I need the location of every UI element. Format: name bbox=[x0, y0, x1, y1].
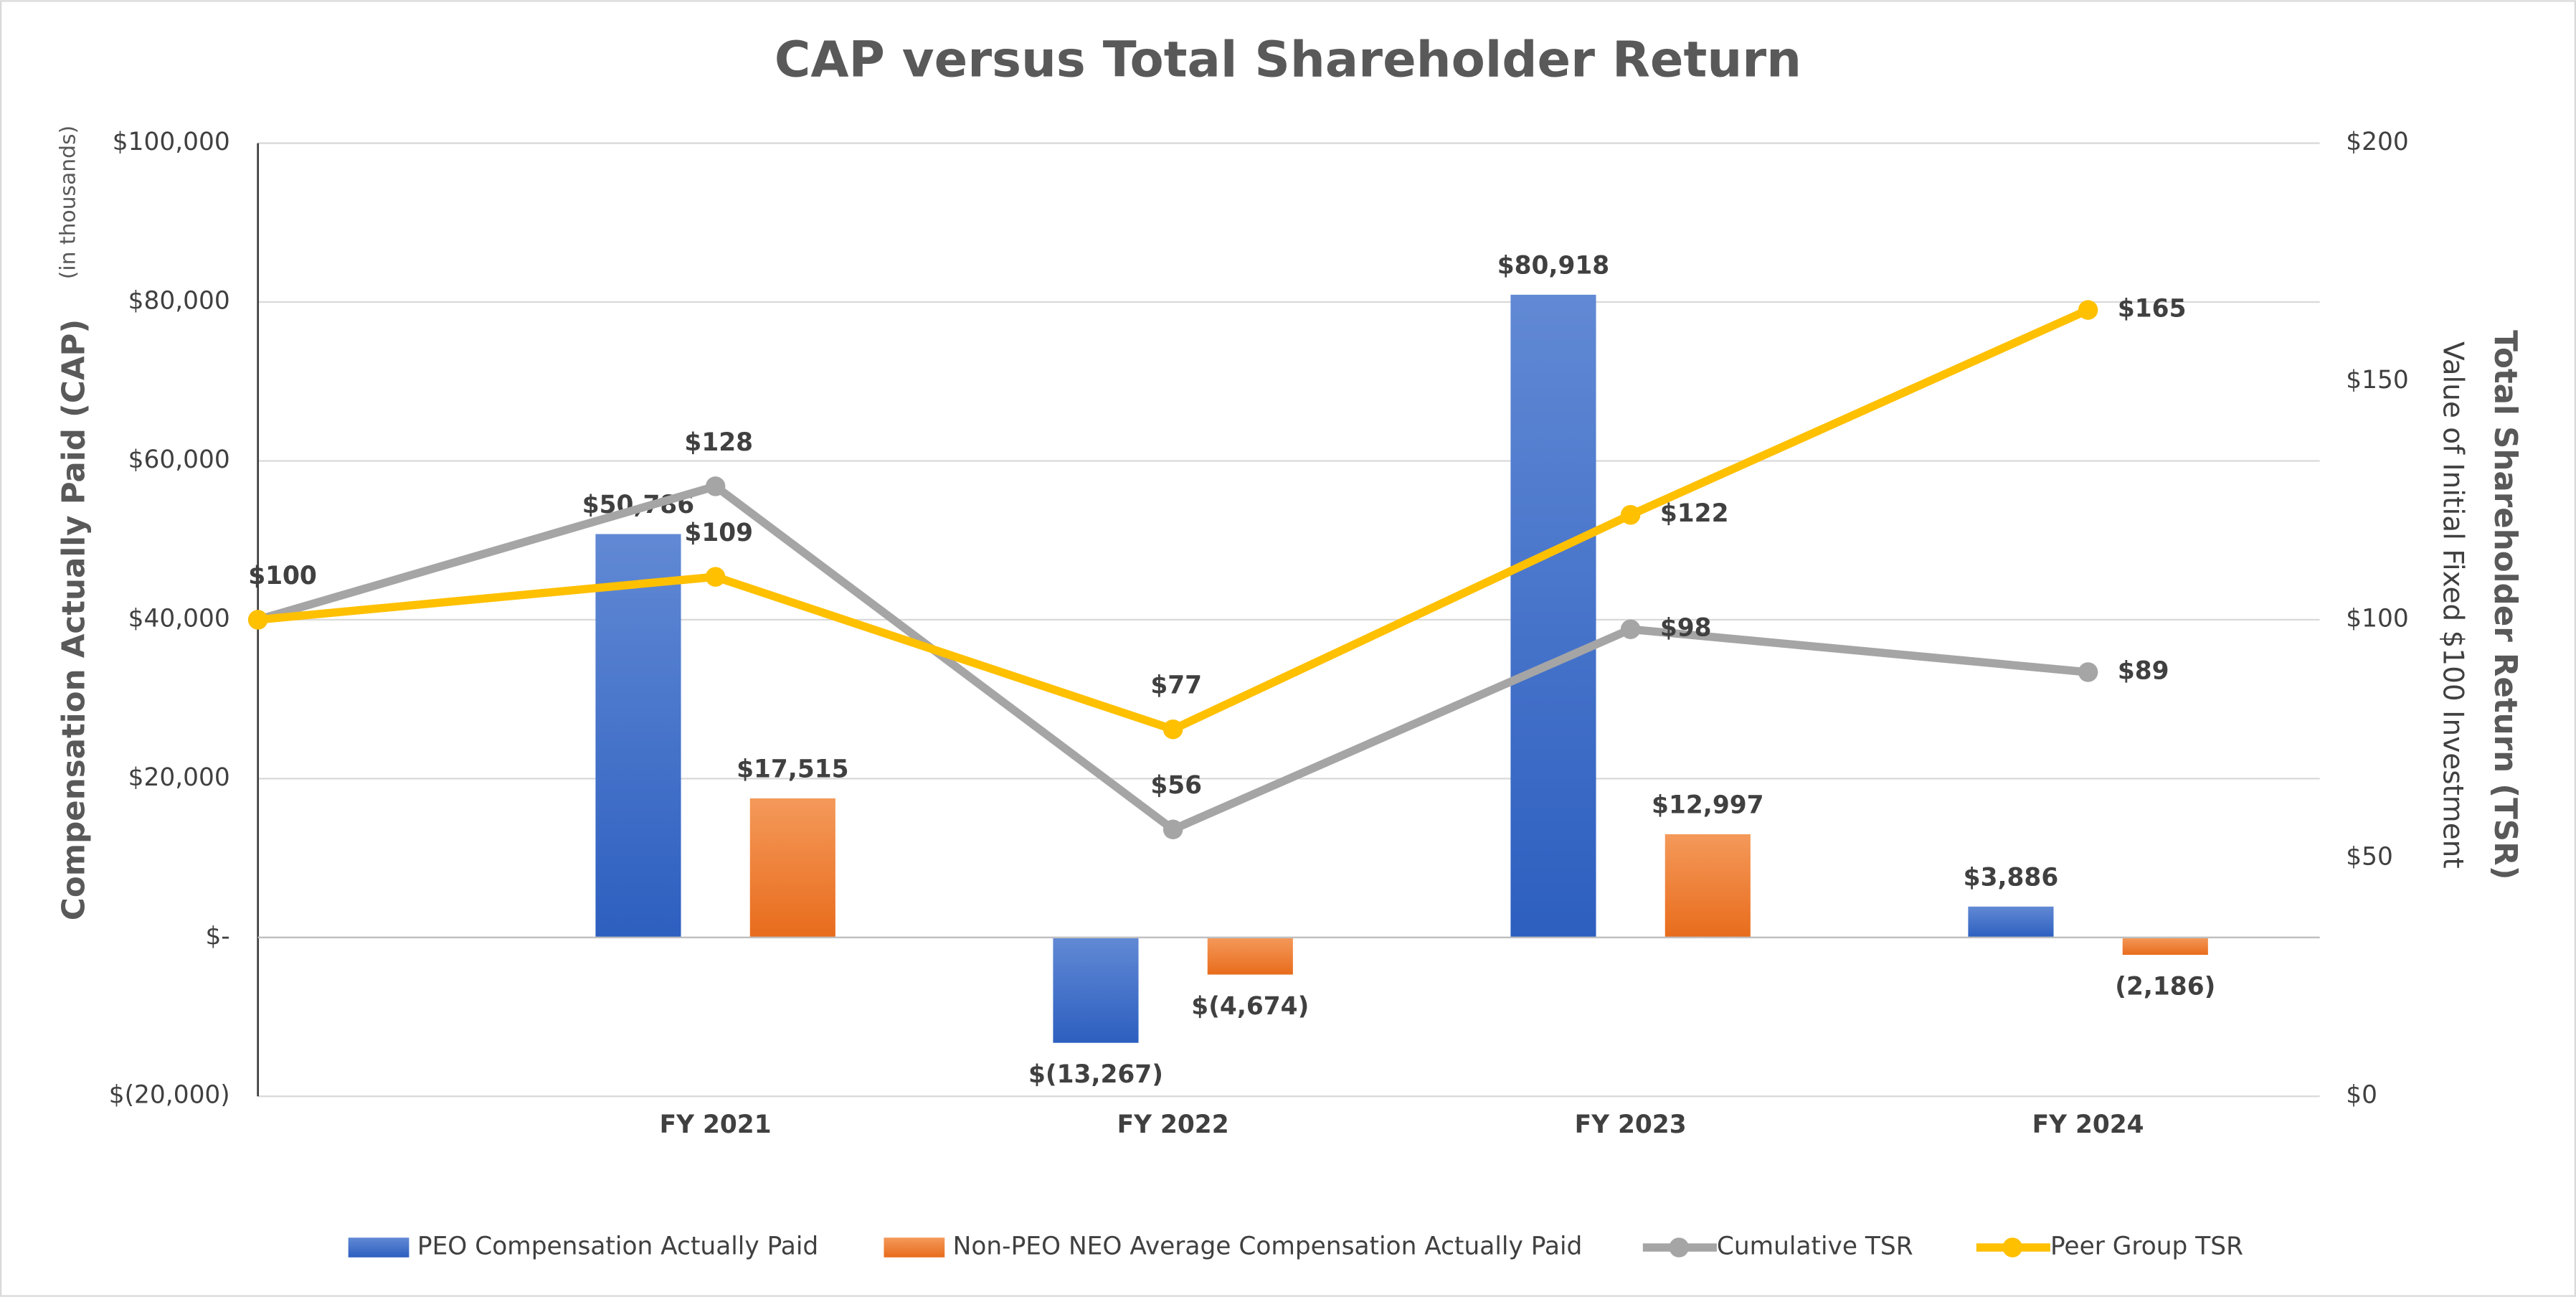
legend-swatch bbox=[884, 1237, 945, 1258]
data-label: $3,886 bbox=[1964, 863, 2059, 892]
line-point bbox=[2078, 662, 2098, 682]
x-tick-label: FY 2021 bbox=[660, 1110, 772, 1139]
y-tick-label: $20,000 bbox=[128, 763, 230, 792]
y2-tick-label: $0 bbox=[2346, 1081, 2377, 1110]
legend-label: PEO Compensation Actually Paid bbox=[417, 1232, 818, 1261]
line-point bbox=[1162, 819, 1183, 839]
legend-swatch bbox=[2002, 1237, 2022, 1258]
y-tick-label: $(20,000) bbox=[109, 1081, 230, 1110]
legend-label: Peer Group TSR bbox=[2050, 1232, 2243, 1261]
data-label: $89 bbox=[2118, 656, 2169, 685]
bar bbox=[1968, 906, 2054, 938]
legend-label: Non-PEO NEO Average Compensation Actuall… bbox=[953, 1232, 1583, 1261]
x-tick-label: FY 2023 bbox=[1575, 1110, 1687, 1139]
data-label: $(4,674) bbox=[1191, 992, 1309, 1021]
data-label: $100 bbox=[248, 562, 317, 590]
line-point bbox=[1620, 619, 1641, 639]
y2-axis-title: Total Shareholder Return (TSR) bbox=[2487, 330, 2523, 879]
line-point bbox=[1162, 719, 1183, 740]
line-point bbox=[2078, 300, 2098, 320]
bar bbox=[1665, 834, 1751, 938]
data-label: $17,515 bbox=[737, 755, 849, 783]
y2-axis-subtitle: Value of Initial Fixed $100 Investment bbox=[2436, 341, 2468, 869]
x-tick-label: FY 2024 bbox=[2032, 1110, 2144, 1139]
data-label: $77 bbox=[1150, 671, 1202, 700]
y-tick-label: $- bbox=[205, 922, 229, 951]
y-tick-label: $40,000 bbox=[128, 604, 230, 633]
line-point bbox=[705, 476, 726, 496]
bar bbox=[1207, 937, 1293, 975]
bar bbox=[749, 798, 835, 938]
x-tick-label: FY 2022 bbox=[1117, 1110, 1229, 1139]
line-point bbox=[1620, 505, 1641, 525]
data-label: $100 bbox=[248, 562, 317, 590]
data-label: $80,918 bbox=[1497, 251, 1610, 280]
line-point bbox=[705, 567, 726, 587]
data-label: $98 bbox=[1660, 614, 1712, 643]
y2-tick-label: $200 bbox=[2346, 128, 2408, 156]
data-label: $109 bbox=[684, 519, 753, 547]
bar bbox=[1053, 937, 1139, 1043]
data-label: $12,997 bbox=[1652, 791, 1764, 819]
data-label: $128 bbox=[684, 428, 753, 457]
data-label: $165 bbox=[2118, 295, 2187, 324]
bar bbox=[595, 534, 681, 938]
data-label: $(13,267) bbox=[1028, 1060, 1163, 1089]
legend-swatch bbox=[1669, 1237, 1689, 1258]
y-tick-label: $80,000 bbox=[128, 287, 230, 316]
y2-tick-label: $50 bbox=[2346, 843, 2393, 872]
y-axis-subtitle: (in thousands) bbox=[56, 126, 81, 279]
bar bbox=[2122, 937, 2208, 956]
y2-tick-label: $150 bbox=[2346, 366, 2408, 395]
y-axis-title: Compensation Actually Paid (CAP) bbox=[56, 319, 92, 920]
data-label: $56 bbox=[1150, 771, 1202, 800]
y-tick-label: $100,000 bbox=[113, 128, 230, 156]
line-point bbox=[247, 610, 268, 630]
legend-label: Cumulative TSR bbox=[1717, 1232, 1913, 1261]
chart-title: CAP versus Total Shareholder Return bbox=[775, 31, 1801, 88]
data-label: $122 bbox=[1660, 499, 1729, 528]
y2-tick-label: $100 bbox=[2346, 604, 2408, 633]
bar bbox=[1510, 294, 1596, 938]
data-label: (2,186) bbox=[2115, 972, 2215, 1001]
y-tick-label: $60,000 bbox=[128, 445, 230, 474]
legend-swatch bbox=[348, 1237, 409, 1258]
